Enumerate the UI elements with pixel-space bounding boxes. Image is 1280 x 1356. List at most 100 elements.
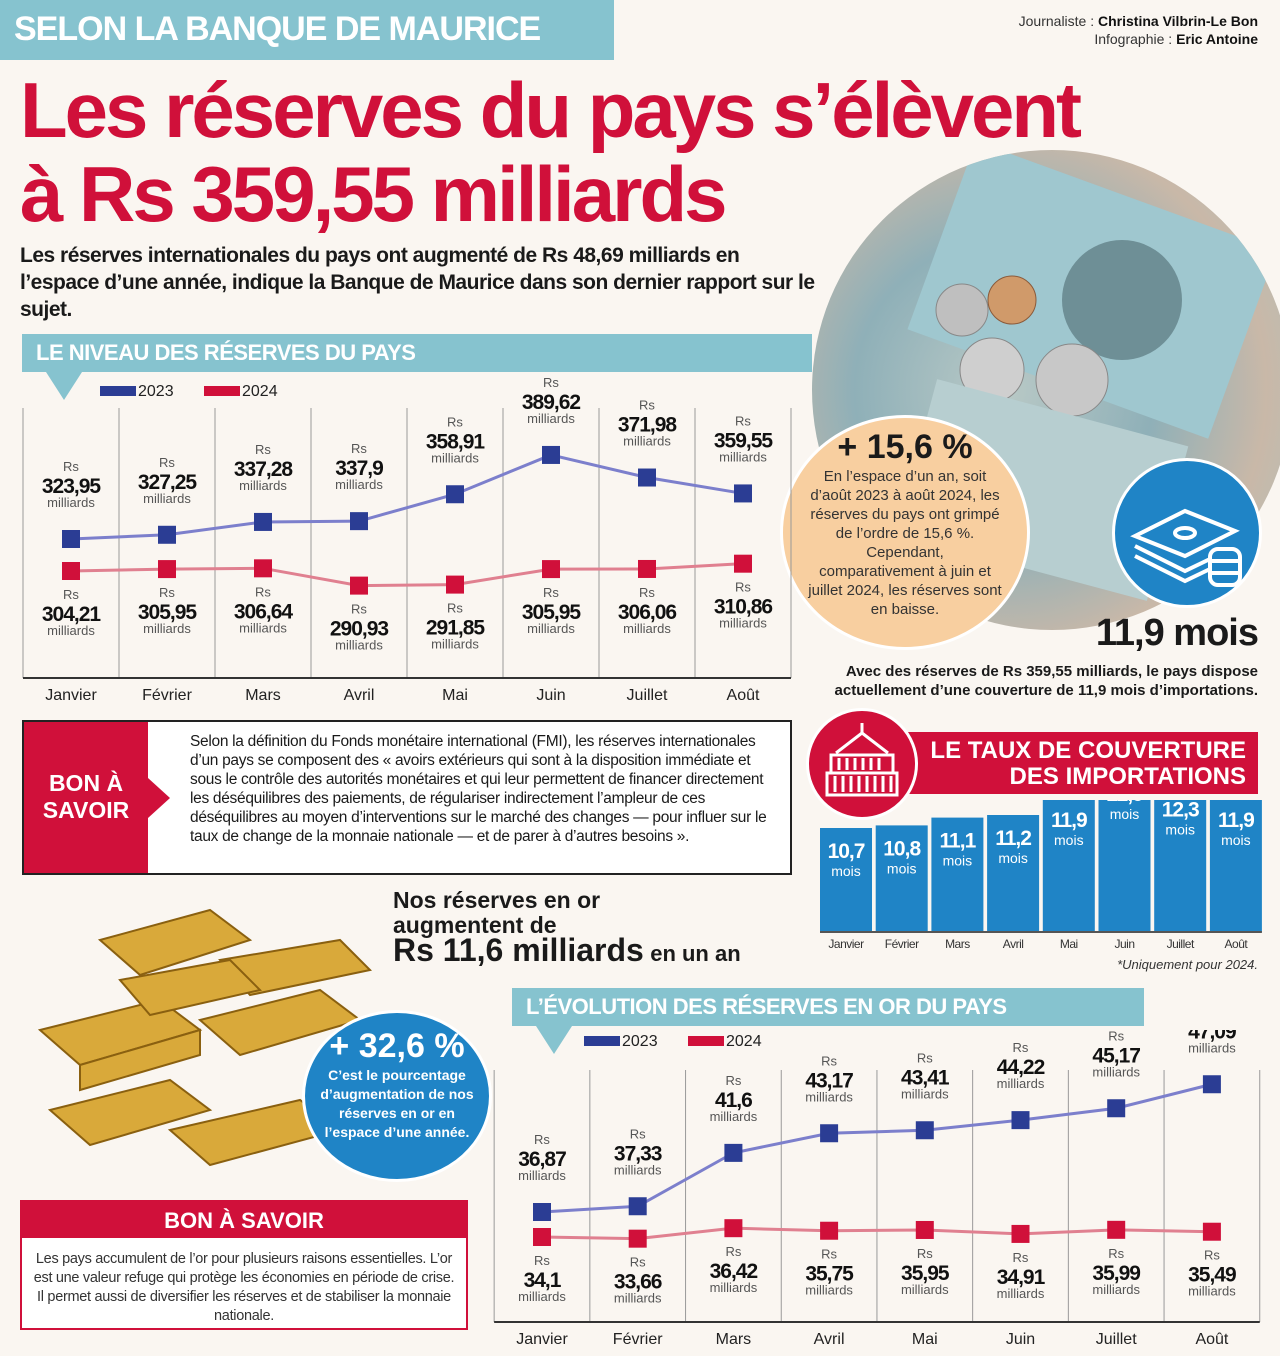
legend-label-2024: 2024: [726, 1033, 762, 1050]
data-point-2024: [1011, 1224, 1030, 1243]
data-label-prefix: Rs: [447, 414, 463, 429]
gold-head-line1: Nos réserves en or: [393, 887, 601, 913]
data-label-unit: milliards: [47, 623, 95, 638]
data-label-value: 306,64: [234, 600, 294, 623]
credits: Journaliste : Christina Vilbrin-Le Bon I…: [1019, 12, 1258, 48]
x-tick-label: Août: [1225, 937, 1249, 951]
data-label-unit: milliards: [1188, 1284, 1236, 1299]
data-label-prefix: Rs: [735, 413, 751, 428]
data-point-2023: [628, 1197, 647, 1216]
info-box-arrow: [148, 778, 170, 818]
data-point-2024: [350, 576, 368, 595]
headline-line2: à Rs 359,55 milliards: [20, 150, 727, 238]
bar-value-label: 10,8: [883, 837, 921, 860]
data-point-2024: [1107, 1220, 1126, 1239]
legend-label-2024: 2024: [242, 383, 278, 400]
data-point-2024: [158, 560, 176, 579]
x-tick-label: Mars: [716, 1331, 752, 1348]
bar-value-label: 11,2: [995, 827, 1031, 850]
data-label-value: 337,28: [234, 458, 294, 481]
data-label-unit: milliards: [805, 1283, 853, 1298]
data-label-prefix: Rs: [630, 1255, 646, 1270]
gold-growth-value: + 32,6 %: [329, 1027, 465, 1065]
data-label-unit: milliards: [710, 1280, 758, 1295]
journalist-name: Christina Vilbrin-Le Bon: [1098, 13, 1258, 29]
data-label-value: 41,6: [715, 1089, 752, 1112]
data-label-unit: milliards: [719, 449, 767, 464]
x-tick-label: Avril: [1003, 937, 1024, 951]
kicker: SELON LA BANQUE DE MAURICE: [0, 0, 614, 60]
data-label-unit: milliards: [901, 1086, 949, 1101]
data-point-2023: [1202, 1075, 1221, 1094]
data-label-value: 43,41: [901, 1066, 950, 1089]
chart3-title: L’ÉVOLUTION DES RÉSERVES EN OR DU PAYS: [512, 988, 1144, 1026]
infographic-label: Infographie :: [1094, 31, 1173, 47]
data-label-value: 37,33: [614, 1142, 662, 1165]
data-label-unit: milliards: [997, 1076, 1045, 1091]
data-point-2024: [628, 1229, 647, 1248]
data-label-unit: milliards: [1188, 1040, 1236, 1055]
legend-swatch-2024: [204, 386, 240, 396]
x-tick-label: Août: [727, 687, 760, 704]
bar-value-label: 11,9: [1218, 809, 1254, 832]
gold-head-tail: en un an: [650, 941, 741, 966]
data-label-prefix: Rs: [725, 1073, 741, 1088]
data-point-2023: [542, 445, 560, 464]
data-point-2024: [638, 559, 656, 578]
data-label-prefix: Rs: [639, 398, 655, 413]
data-label-prefix: Rs: [159, 455, 175, 470]
info-box-label-line1: BON À: [48, 770, 124, 796]
data-label-value: 44,22: [997, 1056, 1045, 1079]
data-label-prefix: Rs: [255, 442, 271, 457]
bar: [931, 817, 984, 932]
data-label-value: 305,95: [138, 601, 198, 624]
coverage-note: *Uniquement pour 2024.: [1117, 957, 1258, 972]
data-point-2024: [734, 554, 752, 573]
data-label-unit: milliards: [431, 637, 479, 652]
gold-info-box: BON À SAVOIR Les pays accumulent de l’or…: [20, 1200, 468, 1330]
data-label-unit: milliards: [518, 1168, 566, 1183]
x-tick-label: Août: [1195, 1331, 1228, 1348]
bar-unit-label: mois: [831, 863, 861, 879]
series-line-2024: [541, 1226, 1212, 1241]
data-label-value: 305,95: [522, 601, 582, 624]
data-label-unit: milliards: [431, 450, 479, 465]
x-tick-label: Mars: [945, 937, 970, 951]
data-label-value: 310,86: [714, 596, 773, 619]
data-label-unit: milliards: [805, 1089, 853, 1104]
gold-info-text: Les pays accumulent de l’or pour plusieu…: [33, 1251, 455, 1324]
data-label-value: 45,17: [1092, 1044, 1140, 1067]
data-label-unit: milliards: [997, 1286, 1045, 1301]
bar-unit-label: mois: [1110, 806, 1140, 822]
chart1-title: LE NIVEAU DES RÉSERVES DU PAYS: [22, 334, 812, 372]
x-tick-label: Juin: [1114, 937, 1134, 951]
data-label-value: 291,85: [426, 617, 486, 640]
x-tick-label: Mai: [1060, 937, 1078, 951]
data-label-value: 290,93: [330, 618, 389, 641]
data-label-value: 36,42: [710, 1260, 758, 1283]
growth-text: En l’espace d’un an, soit d’août 2023 à …: [808, 468, 1002, 618]
headline: Les réserves du pays s’élèvent à Rs 359,…: [20, 68, 1220, 236]
data-point-2023: [1011, 1111, 1030, 1130]
bar-value-label: 12,9: [1106, 800, 1143, 806]
bar-value-label: 12,3: [1162, 800, 1199, 821]
growth-bubble: + 15,6 % En l’espace d’un an, soit d’aoû…: [780, 415, 1030, 650]
data-label-unit: milliards: [623, 434, 671, 449]
bar-unit-label: mois: [1221, 832, 1251, 848]
gold-info-title: BON À SAVOIR: [22, 1202, 466, 1238]
data-point-2024: [542, 560, 560, 579]
data-point-2023: [734, 484, 752, 503]
coverage-value: 11,9 mois: [1095, 612, 1259, 654]
reserves-line-chart: 2023 2024 Janvier Février Mars Avril Mai Juin Ju…: [22, 378, 792, 704]
legend-label-2023: 2023: [138, 383, 174, 400]
journalist-label: Journaliste :: [1018, 13, 1095, 29]
headline-line1: Les réserves du pays s’élèvent: [20, 66, 1082, 154]
legend-label-2023: 2023: [622, 1033, 658, 1050]
x-tick-label: Avril: [344, 687, 375, 704]
data-point-2024: [446, 575, 464, 594]
data-point-2023: [350, 512, 368, 531]
data-label-unit: milliards: [335, 477, 383, 492]
data-label-prefix: Rs: [639, 585, 655, 600]
data-point-2023: [446, 485, 464, 504]
data-label-prefix: Rs: [543, 585, 559, 600]
